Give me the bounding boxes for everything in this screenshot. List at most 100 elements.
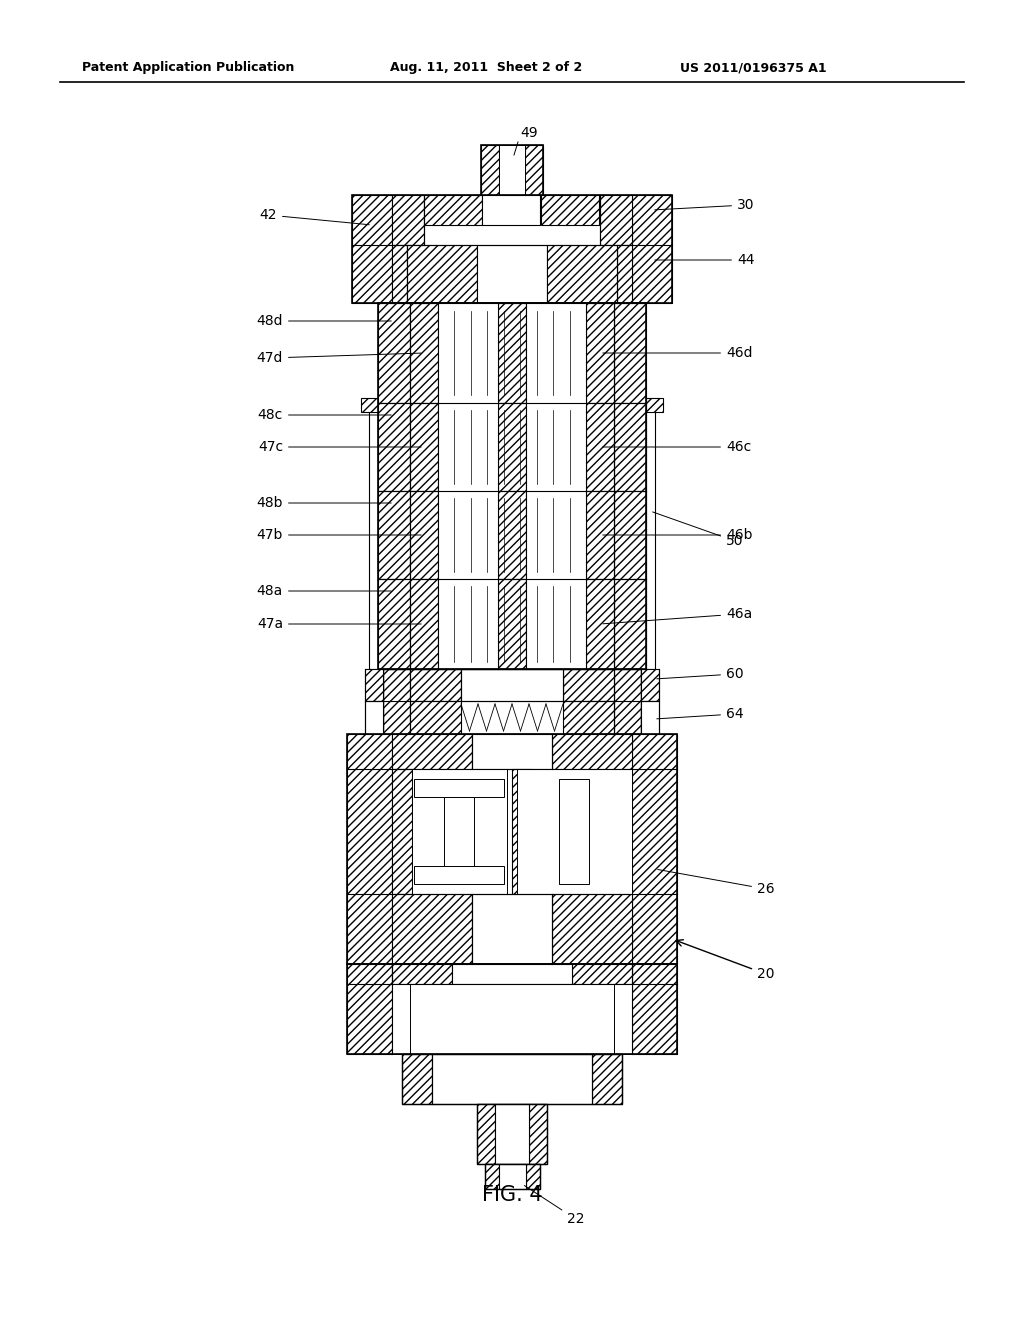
Bar (473, 195, 481, 216)
Bar (526, 491, 586, 579)
Bar (641, 669, 659, 701)
Bar (547, 246, 617, 304)
Bar (438, 403, 586, 491)
Bar (347, 964, 392, 1053)
Text: 48a: 48a (257, 583, 391, 598)
Bar (499, 145, 525, 203)
Bar (525, 145, 543, 203)
Bar (477, 246, 547, 304)
Bar (632, 195, 672, 304)
Text: 48b: 48b (256, 496, 391, 510)
Bar (617, 246, 632, 304)
Bar (461, 669, 563, 701)
Bar (614, 669, 641, 734)
Bar (498, 304, 526, 403)
Bar (632, 734, 677, 964)
Bar (498, 491, 526, 579)
Bar (407, 246, 477, 304)
Bar (472, 734, 552, 770)
Bar (412, 770, 507, 894)
Text: 22: 22 (524, 1185, 585, 1226)
Bar (559, 779, 589, 884)
Text: US 2011/0196375 A1: US 2011/0196375 A1 (680, 62, 826, 74)
Bar (410, 669, 461, 701)
Bar (365, 669, 383, 701)
Bar (495, 1104, 529, 1164)
Bar (586, 491, 614, 579)
Bar (572, 964, 632, 983)
Bar (402, 1053, 432, 1104)
Bar (552, 894, 632, 964)
Bar (552, 734, 632, 770)
Bar (378, 491, 410, 579)
Text: 46d: 46d (603, 346, 753, 360)
Text: 47a: 47a (257, 616, 421, 631)
Bar (361, 399, 378, 412)
Text: FIG. 4: FIG. 4 (481, 1185, 543, 1205)
Bar (438, 491, 498, 579)
Bar (392, 983, 410, 1053)
Text: 46a: 46a (603, 607, 753, 624)
Text: 50: 50 (652, 512, 743, 548)
Bar (410, 403, 438, 491)
Text: 46b: 46b (603, 528, 753, 543)
Bar (498, 579, 526, 669)
Bar (614, 579, 646, 669)
Bar (402, 1053, 622, 1104)
Bar (472, 894, 552, 964)
Bar (614, 304, 646, 403)
Bar (498, 403, 526, 491)
Bar (481, 145, 499, 203)
Bar (378, 579, 410, 669)
Bar (438, 304, 586, 403)
Bar (378, 304, 410, 403)
Bar (477, 1104, 547, 1164)
Bar (614, 491, 646, 579)
Bar (485, 1164, 499, 1189)
Text: 26: 26 (657, 870, 774, 896)
Bar (392, 734, 472, 770)
Text: 46c: 46c (603, 440, 752, 454)
Bar (410, 491, 438, 579)
Bar (410, 701, 461, 734)
Bar (438, 579, 586, 669)
Bar (414, 866, 504, 884)
Bar (526, 579, 586, 669)
Bar (614, 983, 632, 1053)
Bar (541, 195, 599, 224)
Bar (383, 669, 641, 734)
Bar (482, 195, 540, 224)
Bar (526, 304, 586, 403)
Bar (410, 983, 614, 1053)
Text: Patent Application Publication: Patent Application Publication (82, 62, 294, 74)
Bar (383, 669, 410, 734)
Bar (563, 669, 614, 701)
Bar (592, 1053, 622, 1104)
Bar (646, 399, 663, 412)
Bar (586, 304, 614, 403)
Bar (586, 403, 614, 491)
Bar (526, 1164, 540, 1189)
Text: 42: 42 (259, 209, 370, 224)
Bar (641, 701, 659, 734)
Text: 49: 49 (520, 125, 538, 140)
Bar (452, 964, 572, 983)
Bar (444, 797, 474, 866)
Bar (392, 195, 424, 246)
Bar (347, 734, 392, 964)
Bar (614, 403, 646, 491)
Bar (517, 770, 632, 894)
Bar (646, 403, 655, 669)
Bar (352, 195, 392, 304)
Bar (473, 195, 551, 216)
Text: 30: 30 (654, 198, 755, 213)
Bar (543, 195, 551, 216)
Bar (438, 403, 498, 491)
Bar (529, 1104, 547, 1164)
Bar (424, 195, 482, 224)
Bar (347, 734, 677, 964)
Bar (392, 894, 472, 964)
Bar (352, 195, 672, 304)
Bar (378, 304, 646, 669)
Bar (526, 403, 586, 491)
